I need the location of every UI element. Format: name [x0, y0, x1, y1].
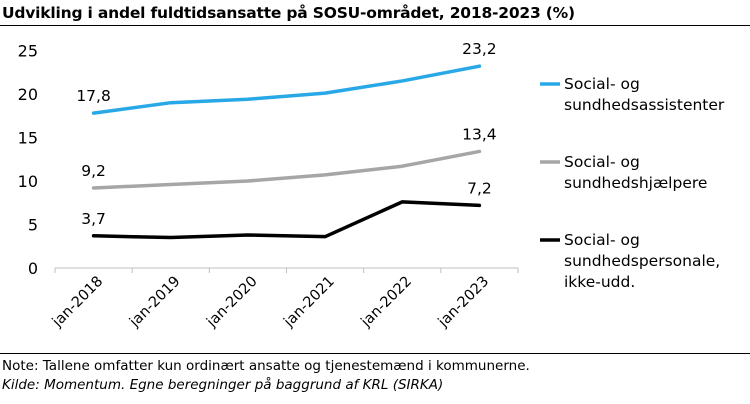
legend-label: sundhedsassistenter	[564, 96, 725, 114]
footer-divider	[0, 353, 750, 354]
x-tick-label: jan-2020	[203, 274, 260, 331]
y-tick-label: 25	[18, 42, 38, 61]
series-line	[91, 64, 482, 115]
source: Kilde: Momentum. Egne beregninger på bag…	[2, 377, 444, 393]
line-chart: 0 5 10 15 20 25 jan-2018 jan-2019 jan-2020 jan-20…	[18, 40, 725, 331]
footer: Note: Tallene omfatter kun ordinært ansa…	[2, 357, 530, 395]
data-label: 23,2	[462, 40, 497, 58]
legend-label: Social- og	[564, 153, 640, 171]
footnote: Note: Tallene omfatter kun ordinært ansa…	[2, 358, 530, 374]
series-line	[91, 200, 482, 240]
y-tick-label: 5	[28, 216, 38, 235]
legend-label: ikke-udd.	[564, 273, 635, 291]
data-label: 17,8	[76, 87, 111, 105]
y-tick-label: 15	[18, 129, 38, 148]
y-tick-label: 20	[18, 85, 38, 104]
legend-label: Social- og	[564, 231, 640, 249]
y-tick-label: 0	[28, 259, 38, 278]
data-label: 3,7	[81, 210, 106, 228]
legend-label: Social- og	[564, 75, 640, 93]
legend-label: sundhedspersonale,	[564, 252, 720, 270]
y-tick-label: 10	[18, 172, 38, 191]
data-label: 7,2	[467, 179, 492, 197]
title-divider	[0, 25, 750, 26]
series-line	[91, 149, 482, 190]
legend-label: sundhedshjælpere	[564, 174, 707, 192]
data-label: 9,2	[81, 162, 106, 180]
x-tick-label: jan-2021	[280, 274, 337, 331]
chart-title: Udvikling i andel fuldtidsansatte på SOS…	[2, 4, 575, 22]
x-tick-label: jan-2019	[126, 274, 183, 331]
data-label: 13,4	[462, 125, 497, 143]
x-tick-label: jan-2023	[435, 274, 492, 331]
x-tick-label: jan-2022	[358, 274, 415, 331]
x-tick-label: jan-2018	[49, 274, 106, 331]
